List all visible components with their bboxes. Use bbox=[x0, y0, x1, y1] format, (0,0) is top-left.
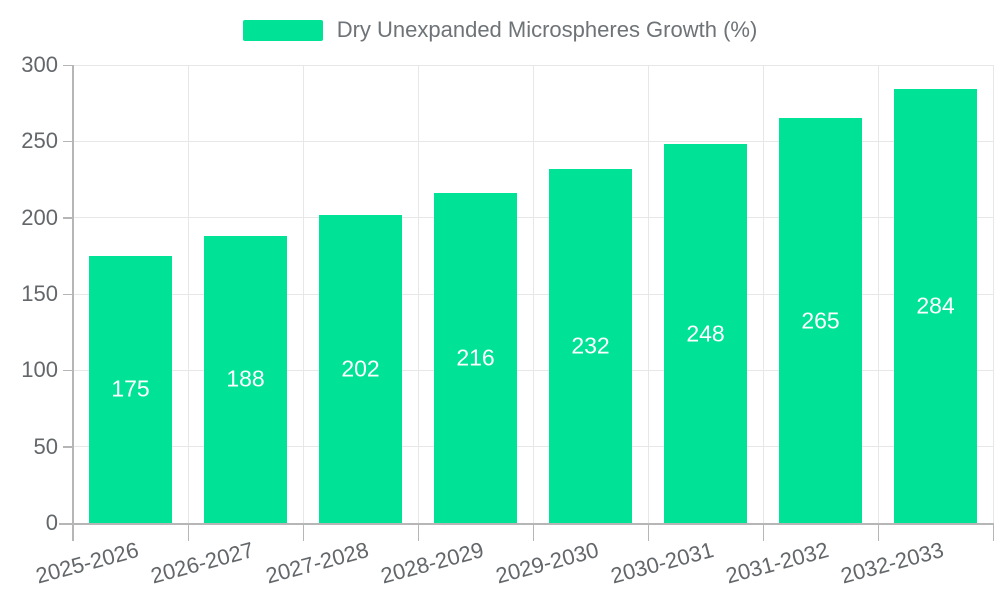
x-axis-tick bbox=[302, 523, 304, 541]
x-axis-tick bbox=[72, 523, 74, 541]
y-axis-label: 200 bbox=[21, 204, 58, 230]
legend-marker bbox=[242, 19, 323, 41]
y-axis-label: 0 bbox=[45, 510, 58, 535]
y-axis-tick bbox=[63, 522, 73, 524]
y-axis-label: 100 bbox=[21, 357, 58, 383]
x-gridline bbox=[647, 65, 649, 523]
bar[interactable] bbox=[549, 168, 632, 523]
legend-item[interactable]: Dry Unexpanded Microspheres Growth (%) bbox=[0, 18, 1000, 42]
legend-label: Dry Unexpanded Microspheres Growth (%) bbox=[336, 17, 758, 42]
x-axis-tick bbox=[187, 523, 189, 541]
bar[interactable] bbox=[894, 89, 977, 523]
x-gridline bbox=[417, 65, 419, 523]
x-axis-tick bbox=[647, 523, 649, 541]
x-gridline bbox=[762, 65, 764, 523]
bar[interactable] bbox=[204, 235, 287, 523]
x-gridline bbox=[992, 65, 994, 523]
x-axis-tick bbox=[992, 523, 994, 541]
y-axis-tick bbox=[63, 446, 73, 448]
x-gridline bbox=[532, 65, 534, 523]
x-axis-line bbox=[59, 523, 993, 525]
bar[interactable] bbox=[89, 255, 172, 523]
bar[interactable] bbox=[664, 144, 747, 523]
bar[interactable] bbox=[319, 214, 402, 523]
x-axis-tick bbox=[762, 523, 764, 541]
y-axis-tick bbox=[63, 217, 73, 219]
x-axis-tick bbox=[877, 523, 879, 541]
x-axis-tick bbox=[417, 523, 419, 541]
x-gridline bbox=[302, 65, 304, 523]
bar[interactable] bbox=[779, 118, 862, 523]
x-gridline bbox=[877, 65, 879, 523]
y-axis-tick bbox=[63, 140, 73, 143]
y-axis-tick bbox=[63, 369, 73, 372]
y-axis-tick bbox=[63, 64, 73, 66]
y-axis-label: 250 bbox=[21, 128, 58, 154]
y-axis-tick bbox=[63, 293, 73, 295]
bar[interactable] bbox=[434, 193, 517, 523]
y-axis-label: 300 bbox=[21, 52, 58, 77]
y-axis-line bbox=[72, 65, 74, 541]
x-gridline bbox=[187, 65, 189, 523]
y-axis-label: 50 bbox=[33, 433, 58, 459]
x-axis-tick bbox=[532, 523, 534, 541]
y-axis-label: 150 bbox=[21, 281, 58, 306]
